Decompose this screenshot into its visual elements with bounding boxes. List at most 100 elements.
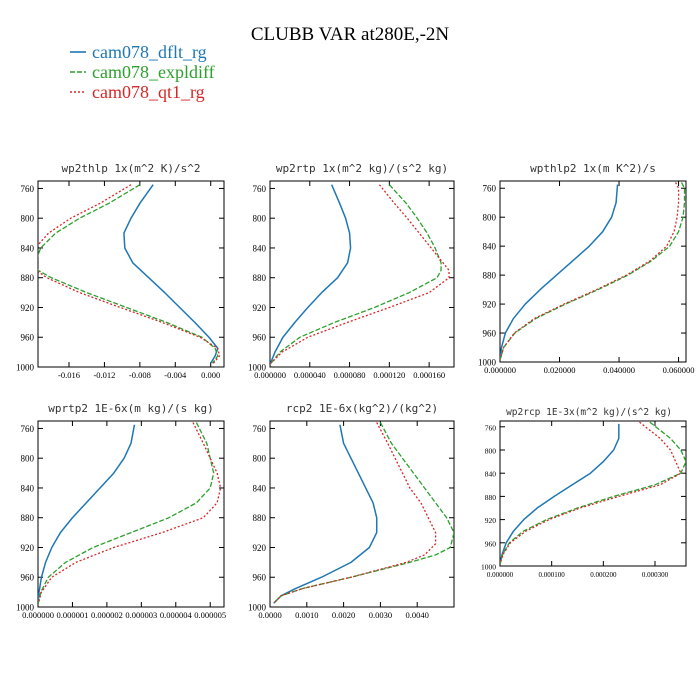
- series-line-cam078_expldiff: [38, 422, 215, 604]
- plot-frame: [269, 420, 455, 608]
- x-tick-label: 0.040000: [603, 365, 635, 375]
- x-tick-label: 0.000000: [22, 610, 54, 620]
- y-tick-label: 920: [253, 303, 267, 313]
- y-tick-label: 880: [253, 273, 267, 283]
- y-tick-label: 760: [253, 184, 267, 194]
- x-tick-label: 0.000001: [57, 610, 89, 620]
- series-line-cam078_expldiff: [500, 421, 686, 564]
- y-tick-label: 800: [485, 447, 497, 456]
- y-tick-label: 800: [483, 213, 497, 223]
- y-tick-label: 760: [483, 184, 497, 194]
- x-tick-label: 0.000100: [539, 571, 566, 579]
- series-line-cam078_qt1_rg: [38, 184, 221, 364]
- y-tick-label: 760: [253, 424, 267, 434]
- panel-3: wpthlp2 1x(m K^2)/s 760 800 840 880 920 960 100…: [478, 162, 694, 375]
- series-line-cam078_dflt_rg: [270, 184, 352, 364]
- x-tick-label: 0.000000: [487, 571, 514, 579]
- y-tick-label: 960: [253, 573, 267, 583]
- y-tick-label: 960: [483, 329, 497, 339]
- y-tick-label: 800: [253, 454, 267, 464]
- x-tick-label: -0.012: [93, 370, 115, 380]
- y-tick-label: 880: [21, 273, 35, 283]
- panel-title: wp2thlp 1x(m^2 K)/s^2: [61, 162, 200, 175]
- y-tick-label: 840: [483, 242, 497, 252]
- y-tick-label: 1000: [478, 358, 497, 368]
- y-tick-label: 1000: [481, 563, 496, 572]
- x-tick-label: 0.0040: [406, 610, 429, 620]
- series-line-cam078_dflt_rg: [123, 184, 219, 364]
- x-tick-label: -0.008: [129, 370, 151, 380]
- panel-title: wp2rtp 1x(m^2 kg)/(s^2 kg): [276, 162, 448, 175]
- x-tick-label: 0.060000: [663, 365, 695, 375]
- panel-4: wprtp2 1E-6x(m kg)/(s kg) 760 800 840 880 920…: [16, 402, 226, 620]
- y-tick-label: 840: [21, 243, 35, 253]
- x-tick-label: 0.000: [201, 370, 220, 380]
- y-tick-label: 960: [21, 573, 35, 583]
- y-tick-label: 960: [21, 333, 35, 343]
- y-tick-label: 920: [21, 303, 35, 313]
- y-tick-label: 880: [21, 513, 35, 523]
- y-tick-label: 840: [485, 470, 497, 479]
- series-line-cam078_qt1_rg: [273, 422, 437, 604]
- x-tick-label: 0.000040: [294, 370, 326, 380]
- y-tick-label: 1000: [16, 363, 35, 373]
- legend-entry: cam078_qt1_rg: [70, 82, 205, 102]
- y-tick-label: 960: [253, 333, 267, 343]
- series-line-cam078_dflt_rg: [500, 423, 620, 564]
- series-line-cam078_dflt_rg: [273, 424, 378, 604]
- series-line-cam078_qt1_rg: [270, 184, 450, 364]
- x-tick-label: 0.000300: [642, 571, 669, 579]
- legend-label: cam078_qt1_rg: [92, 82, 205, 102]
- plot-frame: [37, 420, 225, 608]
- y-tick-label: 760: [21, 184, 35, 194]
- y-tick-label: 760: [21, 424, 35, 434]
- plot-frame: [499, 180, 687, 363]
- figure-title: CLUBB VAR at280E,-2N: [251, 24, 450, 45]
- x-tick-label: 0.000080: [334, 370, 366, 380]
- y-tick-label: 800: [21, 454, 35, 464]
- legend: cam078_dflt_rgcam078_expldiffcam078_qt1_…: [70, 42, 215, 102]
- series-line-cam078_expldiff: [500, 182, 686, 359]
- panel-title: wp2rcp 1E-3x(m^2 kg)/(s^2 kg): [506, 407, 672, 418]
- x-tick-label: 0.0020: [332, 610, 355, 620]
- y-tick-label: 1000: [248, 363, 267, 373]
- legend-label: cam078_dflt_rg: [92, 42, 207, 62]
- plot-frame: [269, 180, 455, 368]
- panels: wp2thlp 1x(m^2 K)/s^2 760 800 840 880 920 960 1…: [16, 162, 694, 620]
- x-tick-label: 0.0000: [258, 610, 281, 620]
- series-line-cam078_dflt_rg: [500, 184, 619, 359]
- x-tick-label: 0.000000: [254, 370, 286, 380]
- x-tick-label: 0.000003: [125, 610, 157, 620]
- y-tick-label: 1000: [16, 603, 35, 613]
- y-tick-label: 840: [21, 483, 35, 493]
- y-tick-label: 920: [483, 300, 497, 310]
- x-tick-label: 0.000200: [590, 571, 617, 579]
- legend-entry: cam078_expldiff: [70, 62, 215, 82]
- y-tick-label: 1000: [248, 603, 267, 613]
- panel-5: rcp2 1E-6x(kg^2)/(kg^2) 760 800 840 880 920 96…: [248, 402, 455, 620]
- y-tick-label: 920: [485, 516, 497, 525]
- y-tick-label: 920: [21, 543, 35, 553]
- y-tick-label: 760: [485, 423, 497, 432]
- panel-title: wpthlp2 1x(m K^2)/s: [530, 162, 656, 175]
- panel-title: rcp2 1E-6x(kg^2)/(kg^2): [286, 402, 438, 415]
- y-tick-label: 840: [253, 483, 267, 493]
- y-tick-label: 800: [21, 214, 35, 224]
- x-tick-label: 0.020000: [544, 365, 576, 375]
- x-tick-label: 0.000005: [194, 610, 226, 620]
- panel-2: wp2rtp 1x(m^2 kg)/(s^2 kg) 760 800 840 880 92…: [248, 162, 455, 380]
- x-tick-label: 0.000120: [373, 370, 405, 380]
- x-tick-label: 0.000160: [413, 370, 445, 380]
- legend-label: cam078_expldiff: [92, 62, 215, 82]
- x-tick-label: 0.000000: [484, 365, 516, 375]
- series-line-cam078_expldiff: [270, 184, 442, 364]
- y-tick-label: 920: [253, 543, 267, 553]
- y-tick-label: 800: [253, 214, 267, 224]
- y-tick-label: 880: [253, 513, 267, 523]
- y-tick-label: 880: [485, 493, 497, 502]
- y-tick-label: 840: [253, 243, 267, 253]
- x-tick-label: -0.004: [164, 370, 187, 380]
- y-tick-label: 880: [483, 271, 497, 281]
